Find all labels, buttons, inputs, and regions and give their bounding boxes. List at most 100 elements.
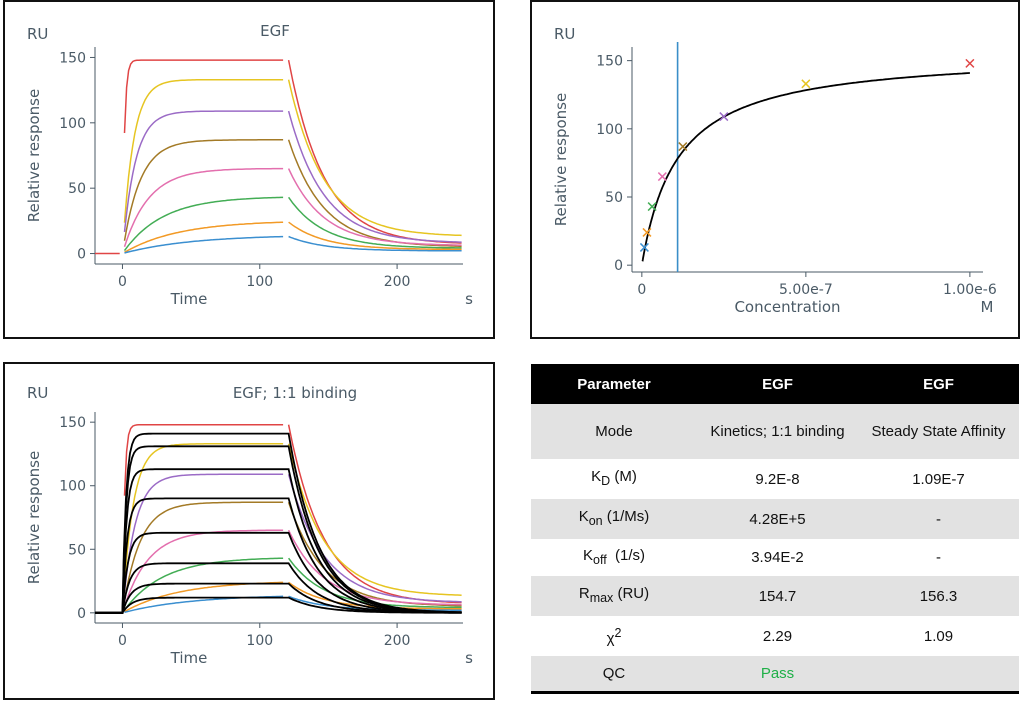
dissociation-curve	[287, 443, 462, 596]
y-tick-label: 100	[59, 479, 86, 495]
param-sub: D	[601, 474, 611, 488]
association-curve	[123, 473, 284, 592]
y-tick-label: 100	[596, 122, 623, 138]
dissociation-curve	[288, 221, 462, 251]
chart-title: EGF; 1:1 binding	[233, 384, 357, 402]
x-axis-title: Concentration	[734, 298, 840, 316]
param-main: K	[578, 508, 589, 525]
steady-cell: 1.09E-7	[912, 470, 965, 488]
y-tick-label: 150	[59, 415, 86, 431]
association-curve	[123, 167, 284, 248]
param-unit: (RU)	[613, 585, 650, 602]
association-curve	[124, 235, 284, 254]
association-curve	[123, 529, 284, 607]
affinity-fit-curve	[641, 72, 970, 262]
x-tick-label: 100	[246, 274, 273, 290]
table-header-row: Parameter EGF EGF	[531, 364, 1019, 404]
chart-title: EGF	[260, 22, 290, 40]
x-tick-label: 200	[384, 274, 411, 290]
param-sub: max	[589, 591, 614, 605]
param-unit: (1/Ms)	[602, 508, 650, 525]
param-cell: KD (M)	[531, 459, 697, 499]
steady-cell: -	[936, 549, 941, 566]
association-curve	[123, 59, 284, 134]
y-tick-label: 50	[68, 542, 86, 558]
fit-curve	[95, 596, 462, 614]
x-tick-label: 100	[246, 633, 273, 649]
data-point	[719, 112, 729, 122]
y-tick-label: 50	[605, 190, 623, 206]
param-cell: Koff (1/s)	[531, 539, 697, 576]
param-cell: χ2	[531, 616, 697, 656]
y-unit-label: RU	[27, 384, 48, 402]
steady-state-panel: 0 50 100 150 0 5.00e-7 1.00e-6 RU Relative respo…	[530, 0, 1020, 339]
steady-cell: 1.09	[923, 627, 954, 645]
param-cell: Kon (1/Ms)	[531, 499, 697, 539]
x-tick-label: 0	[118, 633, 127, 649]
header-parameter: Parameter	[531, 364, 697, 404]
steady-cell: -	[858, 499, 1019, 539]
param-unit: (1/s)	[606, 546, 646, 564]
association-curve	[123, 423, 284, 496]
param-main: K	[582, 546, 593, 564]
kinetics-cell: 3.94E-2	[751, 549, 804, 566]
dissociation-curve	[287, 168, 462, 246]
param-cell: Mode	[531, 404, 697, 459]
table-row-kd: KD (M) 9.2E-8 1.09E-7	[531, 459, 1019, 499]
param-sup: 2	[614, 626, 622, 640]
table-row-kon: Kon (1/Ms) 4.28E+5 -	[531, 499, 1019, 539]
x-axis-title: Time	[170, 290, 208, 308]
fit-chart: 0 50 100 150 0 100 200 RU Relative response Time s…	[25, 384, 473, 667]
dissociation-curve	[287, 529, 462, 606]
y-tick-label: 150	[59, 50, 86, 66]
sensorgram-chart: 0 50 100 150 0 100 200 RU Relative response Time s…	[25, 22, 473, 308]
data-point	[678, 142, 688, 152]
y-tick-label: 100	[59, 116, 86, 132]
association-curve	[123, 443, 284, 583]
association-curve	[124, 221, 284, 253]
association-curve	[123, 196, 284, 252]
association-curve	[123, 139, 284, 241]
param-unit: (M)	[610, 468, 637, 485]
kinetics-cell: Kinetics; 1:1 binding	[697, 404, 858, 459]
param-cell: Rmax (RU)	[531, 576, 697, 616]
x-tick-label: 5.00e-7	[779, 282, 833, 298]
dissociation-curve	[287, 79, 462, 237]
data-point	[647, 202, 657, 212]
y-unit-label: RU	[27, 25, 48, 43]
data-point	[657, 172, 667, 182]
x-tick-label: 1.00e-6	[943, 282, 997, 298]
y-tick-label: 0	[614, 258, 623, 274]
y-tick-label: 150	[596, 54, 623, 70]
sensorgram-panel: 0 50 100 150 0 100 200 RU Relative response Time s…	[3, 0, 495, 339]
steady-cell: 156.3	[858, 576, 1019, 616]
x-unit-label: s	[465, 290, 473, 308]
x-tick-label: 0	[637, 282, 646, 298]
table-row-koff: Koff (1/s) 3.94E-2 -	[531, 539, 1019, 576]
table-row-qc: QC Pass	[531, 656, 1019, 694]
dissociation-curve	[287, 424, 462, 604]
dissociation-curve	[287, 59, 462, 244]
qc-status: Pass	[697, 656, 858, 694]
x-tick-label: 200	[384, 633, 411, 649]
steady-cell: Steady State Affinity	[858, 404, 1019, 459]
dissociation-curve	[287, 196, 462, 249]
y-axis-title: Relative response	[552, 93, 570, 226]
data-point	[965, 58, 975, 68]
header-steady-state: EGF	[858, 364, 1019, 404]
fit-curve	[95, 497, 462, 614]
y-tick-label: 0	[77, 247, 86, 263]
header-kinetics: EGF	[697, 364, 858, 404]
table-row-mode: Mode Kinetics; 1:1 binding Steady State …	[531, 404, 1019, 459]
data-point	[639, 242, 649, 252]
x-unit-label: s	[465, 649, 473, 667]
steady-cell	[858, 656, 1019, 694]
data-point	[801, 79, 811, 89]
kinetics-cell: 154.7	[697, 576, 858, 616]
kinetics-cell: 4.28E+5	[697, 499, 858, 539]
y-axis-title: Relative response	[25, 451, 43, 584]
dissociation-curve	[288, 235, 462, 252]
y-tick-label: 0	[77, 606, 86, 622]
data-point	[642, 227, 652, 237]
param-sub: off	[593, 552, 607, 567]
